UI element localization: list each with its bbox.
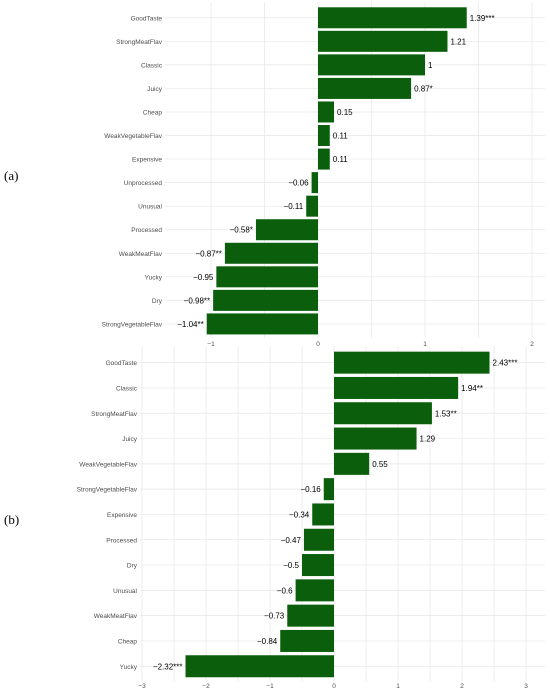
bar-b-StrongVegetableFlav [323,478,334,501]
category-label-a: Processed [131,227,162,234]
x-tick-label-b: 1 [396,683,400,690]
data-label-a: −0.11 [284,202,304,211]
bar-a-Yucky [216,266,318,288]
x-tick-label-b: 2 [460,683,464,690]
category-label-b: Yucky [120,664,138,671]
category-label-b: Processed [106,537,137,544]
data-label-b: −0.73 [264,612,285,621]
bar-a-Classic [318,54,425,76]
data-label-b: −0.16 [301,485,322,494]
bar-b-Processed [303,528,334,551]
bar-a-Juicy [318,77,412,99]
x-tick-label-b: −2 [202,683,210,690]
x-tick-label-b: 3 [524,683,528,690]
panel-label-b: (b) [4,512,20,527]
data-label-a: 0.87* [414,84,433,93]
category-label-a: Unprocessed [124,180,163,187]
data-label-a: −0.06 [288,179,309,188]
category-label-a: StrongMeatFlav [116,39,163,46]
category-label-b: WeakMeatFlav [94,613,138,620]
category-label-b: StrongVegetableFlav [77,487,138,494]
x-tick-label-b: 0 [332,683,336,690]
data-label-a: 0.11 [333,132,349,141]
category-label-b: Dry [127,563,138,570]
bar-b-WeakVegetableFlav [334,452,370,475]
category-label-b: Cheap [118,638,138,645]
x-tick-label-b: −3 [138,683,146,690]
bar-b-Expensive [312,503,334,526]
data-label-b: 1.94** [461,384,483,393]
category-label-b: WeakVegetableFlav [79,461,137,468]
bar-b-Yucky [185,655,334,678]
bar-b-Juicy [334,427,417,450]
bar-a-Unprocessed [311,172,318,194]
category-label-a: WeakVegetableFlav [104,133,162,140]
data-label-b: −0.47 [281,536,302,545]
bar-b-StrongMeatFlav [334,402,432,425]
data-label-b: −0.6 [277,586,293,595]
category-label-a: Expensive [132,157,162,164]
category-label-a: Juicy [147,86,163,93]
data-label-b: 0.55 [372,460,388,469]
bar-a-StrongVegetableFlav [206,313,318,335]
bar-a-Processed [255,219,318,241]
bar-a-GoodTaste [318,7,467,29]
bar-a-Cheap [318,101,335,123]
data-label-a: −0.95 [193,273,214,282]
data-label-b: −0.34 [289,510,310,519]
category-label-a: Cheap [143,109,163,116]
category-label-b: Unusual [113,588,137,595]
bar-a-Unusual [306,195,318,217]
category-label-b: Classic [116,385,138,392]
bar-b-WeakMeatFlav [287,604,334,627]
data-label-a: −0.98** [184,296,210,305]
category-label-b: Expensive [107,512,137,519]
bar-b-GoodTaste [334,351,490,374]
data-label-b: −2.32*** [153,662,183,671]
bar-a-WeakVegetableFlav [318,125,330,147]
data-label-a: 1 [428,61,433,70]
x-tick-label-b: −1 [266,683,274,690]
data-label-a: −1.04** [177,320,203,329]
bar-b-Classic [334,376,459,399]
data-label-a: −0.87** [195,249,221,258]
category-label-b: Juicy [122,436,138,443]
x-tick-label-a: 2 [530,341,534,348]
category-label-a: WeakMeatFlav [119,251,163,258]
data-label-a: 1.21 [450,37,466,46]
category-label-b: StrongMeatFlav [91,411,138,418]
data-label-a: −0.58* [230,226,253,235]
category-label-a: Classic [141,62,163,69]
data-label-b: 1.53** [435,409,457,418]
panel-label-a: (a) [4,168,19,183]
data-label-b: −0.84 [257,637,278,646]
bar-b-Cheap [280,629,334,652]
x-tick-label-a: −1 [207,341,215,348]
bar-a-WeakMeatFlav [224,242,318,264]
bar-a-Expensive [318,148,330,170]
category-label-a: Dry [152,298,163,305]
category-label-b: GoodTaste [106,360,138,367]
data-label-a: 0.11 [333,155,349,164]
category-label-a: GoodTaste [131,15,163,22]
data-label-b: 2.43*** [493,359,518,368]
bar-b-Unusual [295,579,334,602]
data-label-b: 1.29 [420,435,436,444]
data-label-a: 1.39*** [470,14,495,23]
category-label-a: Yucky [145,274,163,281]
bar-b-Dry [302,554,334,577]
bar-a-StrongMeatFlav [318,30,448,52]
bar-a-Dry [213,289,318,311]
x-tick-label-a: 0 [316,341,320,348]
category-label-a: Unusual [138,204,162,211]
data-label-a: 0.15 [337,108,353,117]
x-tick-label-a: 1 [423,341,427,348]
data-label-b: −0.5 [283,561,299,570]
category-label-a: StrongVegetableFlav [102,321,163,328]
